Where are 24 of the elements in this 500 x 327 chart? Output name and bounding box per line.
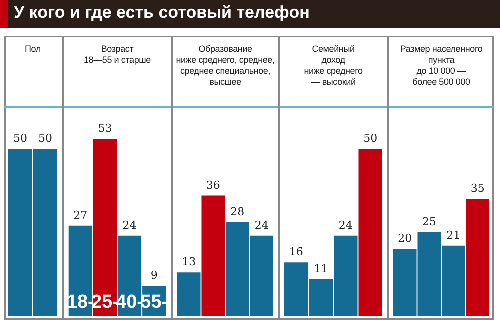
chart-subtitle: Образование ниже среднего, среднее, среднее специальное, высшее [173,36,278,108]
chart-subtitle: Возраст 18—55 и старше [64,36,171,108]
data-label: 28 [230,205,245,218]
data-label: 9 [150,268,158,282]
data-label: 25 [422,216,436,229]
data-label: 24 [338,218,353,232]
data-label: 13 [182,256,196,269]
text: У кого и где есть сотовый телефон [14,3,310,23]
data-label: 27 [74,208,88,222]
data-label: 50 [14,132,28,146]
data-label: 21 [446,228,461,242]
chart-subtitle: Размер населенного пункта до 10 000 — более 500 000 [389,36,494,108]
data-label: 53 [98,122,112,136]
data-label: 50 [364,132,378,146]
data-label: 24 [254,218,269,232]
data-label: 20 [398,232,412,246]
chart-subtitle: Пол [4,36,62,108]
data-label: 16 [289,246,304,259]
data-label: 50 [38,132,52,146]
data-label: 35 [470,182,485,196]
data-label: 11 [314,262,328,276]
data-label: 36 [206,178,220,192]
chart-subtitle: Семейный доход ниже среднего — высокий [280,36,387,108]
data-label: 24 [122,218,137,232]
